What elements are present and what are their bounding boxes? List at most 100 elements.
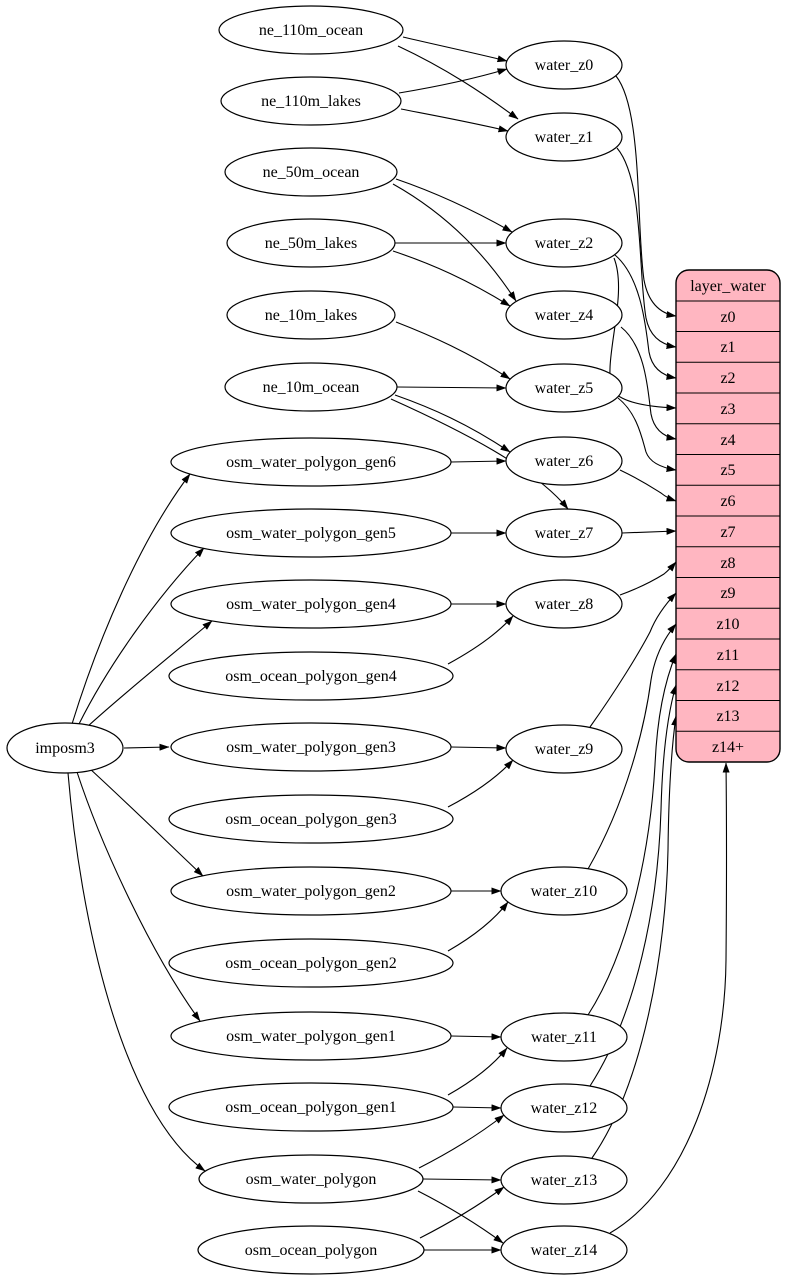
osm_ocean_polygon_gen3-ellipse xyxy=(168,794,454,844)
water_z1-ellipse xyxy=(505,112,623,162)
row-z9: z9 xyxy=(720,585,735,602)
row-z12: z12 xyxy=(716,678,739,695)
water_z0-ellipse xyxy=(505,40,623,90)
edge-ne_50m_ocean-to-water_z4 xyxy=(392,183,517,302)
row-z2: z2 xyxy=(720,370,735,387)
osm_water_polygon_gen2-label: osm_water_polygon_gen2 xyxy=(226,883,396,900)
imposm3-label: imposm3 xyxy=(35,740,95,757)
ne_50m_lakes-label: ne_50m_lakes xyxy=(265,235,357,252)
edge-layer xyxy=(67,36,730,1254)
edge-osm_water_polygon_gen3-to-water_z9 xyxy=(450,744,507,752)
water_z13-label: water_z13 xyxy=(531,1172,598,1189)
edge-imposm3-to-osm_water_polygon xyxy=(67,772,206,1172)
water_z11-label: water_z11 xyxy=(531,1029,597,1046)
edge-osm_ocean_polygon_gen4-to-water_z8 xyxy=(447,615,514,665)
ne_110m_lakes-ellipse xyxy=(220,76,402,126)
layer-water-title: layer_water xyxy=(690,278,766,295)
water_z2-label: water_z2 xyxy=(535,235,594,252)
node-water_z12: water_z12 xyxy=(500,1083,628,1133)
edge-osm_ocean_polygon_gen1-to-water_z12 xyxy=(452,1104,502,1112)
row-z13: z13 xyxy=(716,708,739,725)
node-ne_10m_lakes: ne_10m_lakes xyxy=(226,290,396,340)
ne_50m_ocean-label: ne_50m_ocean xyxy=(263,164,360,181)
osm_water_polygon_gen3-ellipse xyxy=(170,722,452,772)
node-water_z13: water_z13 xyxy=(500,1155,628,1205)
water_z7-ellipse xyxy=(505,508,623,558)
node-ne_110m_lakes: ne_110m_lakes xyxy=(220,76,402,126)
edge-osm_ocean_polygon_gen3-to-water_z9 xyxy=(447,759,514,808)
node-water_z7: water_z7 xyxy=(505,508,623,558)
edge-water_z12-to-row-z12 xyxy=(589,684,677,1087)
edge-osm_ocean_polygon-to-water_z13 xyxy=(419,1186,505,1239)
node-osm_ocean_polygon: osm_ocean_polygon xyxy=(197,1225,425,1275)
osm_water_polygon_gen5-label: osm_water_polygon_gen5 xyxy=(226,525,396,542)
water_z9-label: water_z9 xyxy=(535,741,594,758)
ne_50m_lakes-ellipse xyxy=(226,218,396,268)
node-water_z9: water_z9 xyxy=(505,724,623,774)
edge-ne_10m_ocean-to-water_z5 xyxy=(396,384,507,392)
row-z10: z10 xyxy=(716,616,739,633)
water_z6-label: water_z6 xyxy=(535,453,594,470)
row-z8: z8 xyxy=(720,555,735,572)
row-z5: z5 xyxy=(720,462,735,479)
row-z3: z3 xyxy=(720,401,735,418)
node-osm_ocean_polygon_gen4: osm_ocean_polygon_gen4 xyxy=(168,651,454,701)
node-water_z14: water_z14 xyxy=(500,1225,628,1275)
row-z14plus: z14+ xyxy=(712,739,744,756)
osm_water_polygon-label: osm_water_polygon xyxy=(246,1171,377,1188)
node-osm_water_polygon_gen5: osm_water_polygon_gen5 xyxy=(170,508,452,558)
node-osm_ocean_polygon_gen3: osm_ocean_polygon_gen3 xyxy=(168,794,454,844)
water_z6-ellipse xyxy=(505,436,623,486)
edge-osm_water_polygon-to-water_z13 xyxy=(422,1176,502,1184)
edge-imposm3-to-osm_water_polygon_gen4 xyxy=(86,620,213,728)
water_z7-label: water_z7 xyxy=(535,525,594,542)
water_z4-label: water_z4 xyxy=(535,307,594,324)
edge-water_z13-to-row-z13 xyxy=(591,715,679,1159)
edge-water_z2-to-row-z2 xyxy=(614,254,677,380)
osm_ocean_polygon_gen1-ellipse xyxy=(168,1082,454,1132)
edge-osm_water_polygon_gen6-to-water_z6 xyxy=(450,457,507,465)
edge-water_z14-to-row-z14plus xyxy=(609,762,730,1234)
water_z4-ellipse xyxy=(505,290,623,340)
edge-imposm3-to-osm_water_polygon_gen1 xyxy=(76,771,201,1022)
edge-ne_10m_ocean-to-water_z7 xyxy=(390,398,569,510)
node-water_z1: water_z1 xyxy=(505,112,623,162)
edge-water_z0-to-row-z0 xyxy=(615,75,677,319)
edge-water_z7-to-row-z7 xyxy=(621,527,677,535)
water_z1-label: water_z1 xyxy=(535,129,594,146)
ne_10m_lakes-ellipse xyxy=(226,290,396,340)
ne_50m_ocean-ellipse xyxy=(224,147,398,197)
row-z11: z11 xyxy=(717,647,740,664)
water_z14-label: water_z14 xyxy=(531,1242,598,1259)
edge-imposm3-to-osm_water_polygon_gen2 xyxy=(88,767,204,877)
water_z2-ellipse xyxy=(505,218,623,268)
water_z12-ellipse xyxy=(500,1083,628,1133)
water_z13-ellipse xyxy=(500,1155,628,1205)
node-ne_10m_ocean: ne_10m_ocean xyxy=(224,362,398,412)
osm_water_polygon_gen6-label: osm_water_polygon_gen6 xyxy=(226,454,396,471)
osm_water_polygon_gen1-label: osm_water_polygon_gen1 xyxy=(226,1028,396,1045)
node-osm_water_polygon_gen4: osm_water_polygon_gen4 xyxy=(170,579,452,629)
edge-ne_110m_lakes-to-water_z0 xyxy=(398,68,508,94)
water_z11-ellipse xyxy=(500,1012,628,1062)
edge-water_z10-to-row-z10 xyxy=(587,623,677,870)
osm_ocean_polygon-label: osm_ocean_polygon xyxy=(245,1242,377,1259)
water_z12-label: water_z12 xyxy=(531,1100,598,1117)
water_z10-label: water_z10 xyxy=(531,883,598,900)
edge-ne_10m_ocean-to-water_z6 xyxy=(394,394,511,453)
water_z10-ellipse xyxy=(500,866,628,916)
node-water_z0: water_z0 xyxy=(505,40,623,90)
osm_water_polygon_gen3-label: osm_water_polygon_gen3 xyxy=(226,739,396,756)
row-z0: z0 xyxy=(720,309,735,326)
osm_ocean_polygon-ellipse xyxy=(197,1225,425,1275)
edge-osm_water_polygon-to-water_z12 xyxy=(418,1114,505,1169)
edge-ne_110m_ocean-to-water_z1 xyxy=(397,45,519,120)
ne_110m_ocean-label: ne_110m_ocean xyxy=(259,22,363,39)
edge-water_z4-to-row-z4 xyxy=(620,326,677,441)
edge-water_z8-to-row-z8 xyxy=(619,561,677,596)
ne_10m_lakes-label: ne_10m_lakes xyxy=(265,307,357,324)
osm_ocean_polygon_gen2-ellipse xyxy=(168,938,454,988)
node-water_z11: water_z11 xyxy=(500,1012,628,1062)
osm_ocean_polygon_gen3-label: osm_ocean_polygon_gen3 xyxy=(225,811,397,828)
